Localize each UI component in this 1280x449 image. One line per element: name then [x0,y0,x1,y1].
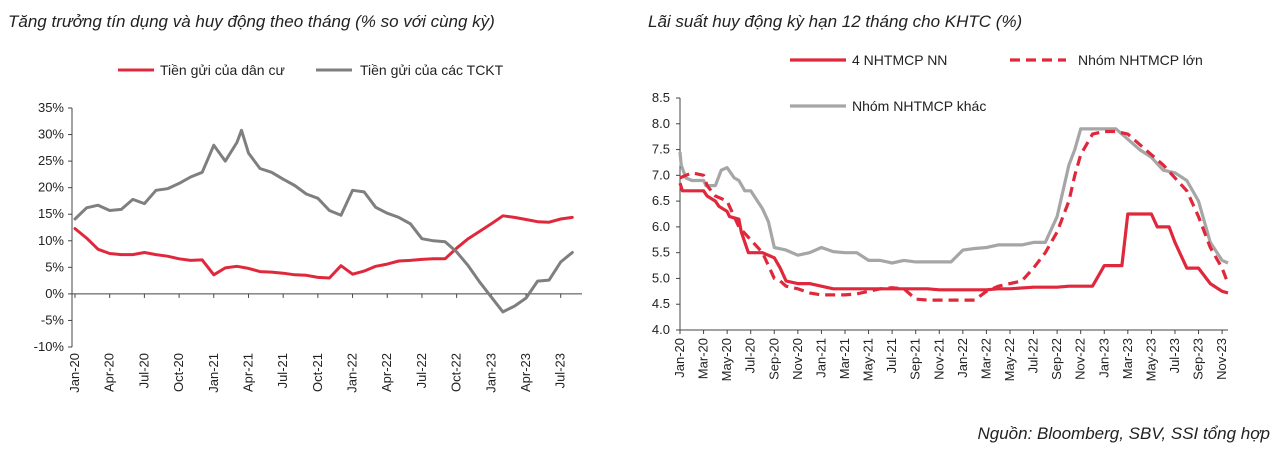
legend-label-3: Nhóm NHTMCP khác [852,98,986,114]
y-tick-label: 0% [45,286,64,301]
y-tick-label: 5.0 [652,270,670,285]
y-tick-label: 20% [38,180,64,195]
y-tick-label: 7.0 [652,167,670,182]
x-tick-label: May-20 [719,338,734,381]
x-tick-label: Jul-23 [553,353,568,388]
x-tick-label: Mar-21 [837,338,852,379]
x-tick-label: Mar-20 [696,338,711,379]
x-tick-label: Jan-21 [813,338,828,378]
x-tick-label: Jan-23 [483,353,498,393]
x-tick-label: May-21 [861,338,876,381]
series-line-3 [678,127,1229,265]
x-tick-label: Sep-20 [766,338,781,380]
legend-label-2: Nhóm NHTMCP lớn [1078,52,1203,68]
x-tick-label: Jul-22 [414,353,429,388]
y-tick-label: 4.5 [652,296,670,311]
x-tick-label: Apr-21 [240,353,255,392]
y-tick-label: -5% [41,312,65,327]
x-tick-label: Jan-22 [345,353,360,393]
chart1-plot: 35% 30% 25% 20% 15% 10% 5% 0% -5% -10%Jan-20 Apr-2… [34,62,582,393]
series-line-2 [73,128,574,314]
x-tick-label: Apr-23 [518,353,533,392]
x-tick-label: Jul-20 [743,338,758,373]
x-tick-label: Nov-20 [790,338,805,380]
y-tick-label: 8.5 [652,90,670,105]
x-tick-label: Mar-23 [1120,338,1135,379]
x-tick-label: Jan-20 [67,353,82,393]
x-tick-label: Oct-20 [171,353,186,392]
y-tick-label: 25% [38,153,64,168]
x-tick-label: Mar-22 [978,338,993,379]
x-tick-label: Apr-20 [102,353,117,392]
legend-label-2: Tiền gửi của các TCKT [360,62,504,78]
x-tick-label: Jan-20 [672,338,687,378]
y-tick-label: 5.5 [652,245,670,260]
y-tick-label: 6.0 [652,219,670,234]
x-tick-label: Oct-21 [310,353,325,392]
x-tick-label: Sep-23 [1191,338,1206,380]
legend-label-1: 4 NHTMCP NN [852,52,947,68]
y-tick-label: -10% [34,339,65,354]
x-tick-label: Jul-23 [1167,338,1182,373]
x-tick-label: Jul-21 [884,338,899,373]
y-tick-label: 5% [45,259,64,274]
y-tick-label: 35% [38,100,64,115]
y-tick-label: 30% [38,127,64,142]
series-line-2 [679,129,1230,302]
chart1-title: Tăng trưởng tín dụng và huy động theo th… [8,12,495,31]
x-tick-label: Jan-23 [1096,338,1111,378]
x-tick-label: Jan-21 [206,353,221,393]
series-line-1 [678,182,1229,295]
x-tick-label: Jan-22 [955,338,970,378]
y-tick-label: 4.0 [652,322,670,337]
series-line-1 [73,214,574,280]
y-tick-label: 8.0 [652,116,670,131]
y-tick-label: 7.5 [652,142,670,157]
x-tick-label: May-23 [1143,338,1158,381]
x-tick-label: May-22 [1002,338,1017,381]
x-tick-label: Nov-22 [1073,338,1088,380]
x-tick-label: Jul-22 [1026,338,1041,373]
y-tick-label: 10% [38,233,64,248]
x-tick-label: Jul-20 [136,353,151,388]
x-tick-label: Nov-23 [1214,338,1229,380]
x-tick-label: Nov-21 [931,338,946,380]
x-tick-label: Sep-21 [908,338,923,380]
source-note: Nguồn: Bloomberg, SBV, SSI tổng hợp [977,424,1270,443]
x-tick-label: Jul-21 [275,353,290,388]
y-tick-label: 6.5 [652,193,670,208]
legend-label-1: Tiền gửi của dân cư [160,62,285,78]
x-tick-label: Oct-22 [449,353,464,392]
x-tick-label: Sep-22 [1049,338,1064,380]
chart2-title: Lãi suất huy động kỳ hạn 12 tháng cho KH… [648,12,1023,31]
x-tick-label: Apr-22 [379,353,394,392]
y-tick-label: 15% [38,206,64,221]
